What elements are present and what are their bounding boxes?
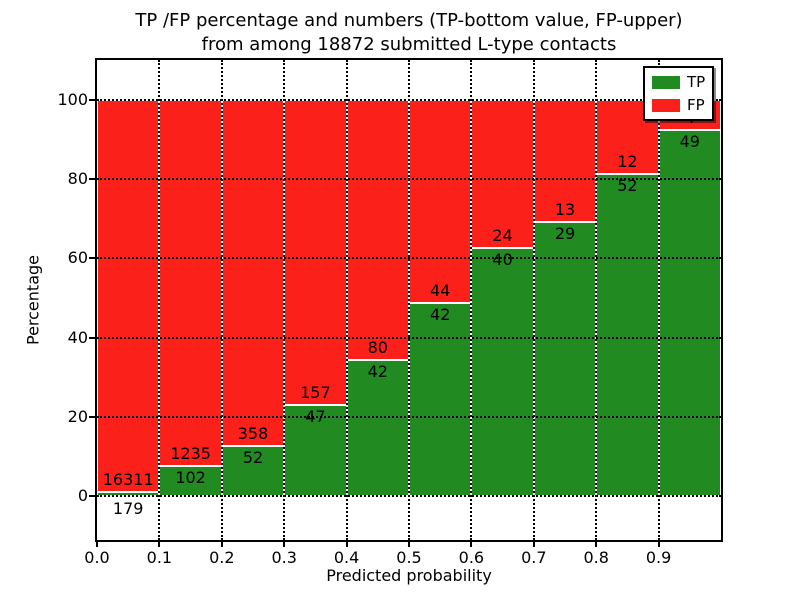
x-tick	[657, 542, 660, 547]
fp-count-label: 1235	[170, 444, 211, 464]
x-tick	[96, 542, 98, 547]
y-gridline	[97, 257, 721, 260]
x-tick-label: 0.4	[333, 548, 360, 567]
chart-title-line1: TP /FP percentage and numbers (TP-bottom…	[135, 10, 683, 31]
x-gridline	[220, 60, 223, 540]
x-tick	[283, 542, 286, 547]
x-gridline	[345, 60, 348, 540]
tp-count-label: 179	[112, 499, 144, 519]
legend-label-fp: FP	[687, 96, 705, 114]
legend-entry-fp: FP	[652, 95, 705, 115]
y-tick	[89, 98, 95, 101]
tp-count-label: 42	[430, 304, 451, 324]
fp-count-label: 24	[492, 226, 513, 246]
fp-bar-segment	[221, 99, 285, 447]
fp-bar-segment	[159, 99, 222, 467]
x-gridline	[657, 60, 660, 540]
tp-count-label: 47	[305, 406, 326, 426]
y-tick	[89, 495, 95, 498]
x-tick	[220, 542, 223, 547]
fp-swatch-icon	[652, 98, 680, 112]
fp-bar-segment	[284, 99, 347, 405]
fp-bar-segment	[596, 99, 659, 175]
tp-count-label: 49	[679, 131, 700, 151]
x-tick	[470, 542, 473, 547]
y-tick-label: 80	[67, 169, 88, 188]
y-tick-label: 0	[77, 486, 88, 506]
y-tick-label: 100	[57, 89, 88, 109]
x-tick-label: 0.7	[521, 548, 547, 567]
x-tick	[595, 542, 598, 547]
tp-bar-segment	[533, 222, 597, 497]
x-gridline	[532, 60, 535, 540]
fp-count-label: 13	[554, 200, 576, 220]
x-axis-label: Predicted probability	[326, 566, 492, 585]
x-gridline	[595, 60, 598, 540]
tp-count-label: 29	[554, 224, 576, 244]
x-gridline	[408, 60, 410, 540]
y-tick-label: 60	[67, 248, 88, 268]
tp-bar-segment	[409, 302, 472, 497]
y-gridline	[97, 495, 721, 498]
tp-count-label: 42	[367, 361, 388, 381]
tp-count-label: 52	[242, 448, 264, 468]
tp-bar-segment	[596, 174, 659, 497]
fp-count-label: 157	[300, 382, 331, 402]
x-tick-label: 0.9	[645, 548, 672, 567]
chart-title: TP /FP percentage and numbers (TP-bottom…	[59, 9, 759, 57]
x-tick-label: 0.8	[583, 548, 609, 567]
fp-count-label: 80	[367, 337, 388, 357]
x-tick-label: 0.1	[146, 548, 173, 567]
fp-bar-segment	[409, 99, 472, 303]
x-tick	[345, 542, 348, 547]
tp-count-label: 40	[492, 250, 513, 270]
chart-title-line2: from among 18872 submitted L-type contac…	[201, 34, 617, 55]
x-tick-label: 0.0	[84, 548, 110, 567]
y-gridline	[97, 336, 721, 339]
fp-count-label: 44	[430, 280, 451, 300]
y-tick-label: 20	[67, 407, 88, 427]
x-tick	[158, 542, 161, 547]
legend: TP FP	[643, 66, 715, 121]
y-tick	[89, 257, 95, 260]
y-tick-label: 40	[67, 327, 88, 347]
fp-count-label: 16311	[102, 470, 154, 490]
tp-count-label: 102	[175, 468, 206, 488]
legend-label-tp: TP	[687, 73, 706, 91]
tp-bar-segment	[658, 129, 721, 497]
fp-bar-segment	[97, 99, 160, 493]
tp-bar-segment	[471, 248, 534, 497]
x-gridline	[283, 60, 286, 540]
y-gridline	[97, 178, 721, 180]
tp-swatch-icon	[652, 75, 680, 89]
fp-count-label: 12	[617, 152, 638, 172]
x-tick	[532, 542, 535, 547]
x-tick-label: 0.6	[458, 548, 485, 567]
y-gridline	[97, 416, 721, 419]
fp-bar-segment	[346, 99, 409, 360]
x-tick	[408, 542, 410, 547]
x-tick-label: 0.5	[396, 548, 422, 567]
y-tick	[89, 336, 95, 339]
x-tick-label: 0.3	[271, 548, 297, 567]
y-axis-label: Percentage	[23, 254, 43, 346]
x-tick-label: 0.2	[209, 548, 235, 567]
tp-count-label: 52	[617, 176, 638, 196]
x-gridline	[470, 60, 473, 540]
x-gridline	[158, 60, 161, 540]
y-tick	[89, 416, 95, 419]
fp-count-label: 358	[237, 424, 269, 444]
legend-entry-tp: TP	[652, 72, 705, 92]
y-tick	[89, 178, 95, 180]
y-gridline	[97, 98, 721, 101]
